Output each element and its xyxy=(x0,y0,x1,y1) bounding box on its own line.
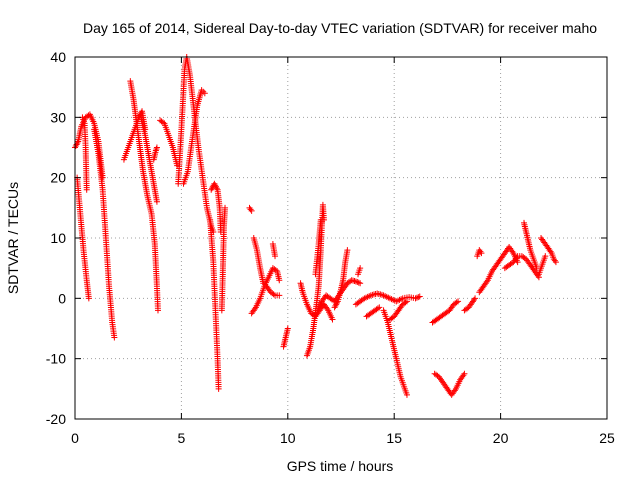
data-point xyxy=(329,316,336,323)
data-point xyxy=(552,259,559,266)
data-point xyxy=(215,385,222,392)
data-point xyxy=(355,279,362,286)
chart-title: Day 165 of 2014, Sidereal Day-to-day VTE… xyxy=(83,20,597,36)
x-tick-labels: 0 5 10 15 20 25 xyxy=(71,430,615,446)
data-point xyxy=(357,280,364,287)
data-point xyxy=(478,250,485,257)
data-points xyxy=(72,54,559,398)
x-axis-title: GPS time / hours xyxy=(287,458,394,474)
axis-ticks xyxy=(74,56,608,420)
x-tick-label: 25 xyxy=(599,430,615,446)
data-point xyxy=(352,278,359,285)
y-axis-title: SDTVAR / TECUs xyxy=(5,182,21,294)
y-tick-label: -10 xyxy=(46,351,66,367)
data-point xyxy=(542,253,549,260)
data-point xyxy=(284,325,291,332)
data-point xyxy=(403,391,410,398)
data-point xyxy=(376,304,383,311)
data-point xyxy=(276,292,283,299)
y-tick-label: 0 xyxy=(58,290,66,306)
data-point xyxy=(247,206,254,213)
data-point xyxy=(260,280,267,287)
data-point xyxy=(455,298,462,305)
data-point xyxy=(201,90,208,97)
data-point xyxy=(83,186,90,193)
data-point xyxy=(461,370,468,377)
y-tick-label: -20 xyxy=(46,411,66,427)
y-tick-label: 10 xyxy=(50,230,66,246)
data-point xyxy=(402,299,409,306)
data-point xyxy=(153,146,160,153)
data-point xyxy=(159,119,166,126)
data-point xyxy=(412,295,419,302)
data-point xyxy=(85,295,92,302)
data-point xyxy=(357,265,364,272)
data-point xyxy=(354,279,361,286)
data-point xyxy=(396,296,403,303)
y-tick-label: 20 xyxy=(50,170,66,186)
grid xyxy=(75,57,607,419)
x-tick-label: 10 xyxy=(280,430,296,446)
y-tick-label: 30 xyxy=(50,109,66,125)
data-point xyxy=(270,291,277,298)
x-tick-label: 15 xyxy=(386,430,402,446)
data-point xyxy=(344,247,351,254)
data-point xyxy=(359,296,366,303)
data-point xyxy=(153,198,160,205)
data-point xyxy=(413,294,420,301)
x-tick-label: 0 xyxy=(71,430,79,446)
data-point xyxy=(374,305,381,312)
data-point xyxy=(153,144,160,151)
data-point xyxy=(472,295,479,302)
data-point xyxy=(222,204,229,211)
x-tick-label: 20 xyxy=(493,430,509,446)
y-tick-labels: -20 -10 0 10 20 30 40 xyxy=(46,49,66,427)
x-tick-label: 5 xyxy=(178,430,186,446)
data-point xyxy=(272,253,279,260)
data-point xyxy=(415,294,422,301)
data-point xyxy=(403,298,410,305)
data-point xyxy=(317,216,324,223)
data-point xyxy=(453,299,460,306)
data-point xyxy=(276,277,283,284)
data-point xyxy=(154,307,161,314)
data-point xyxy=(416,293,423,300)
data-point xyxy=(111,334,118,341)
y-tick-label: 40 xyxy=(50,49,66,65)
data-point xyxy=(248,207,255,214)
